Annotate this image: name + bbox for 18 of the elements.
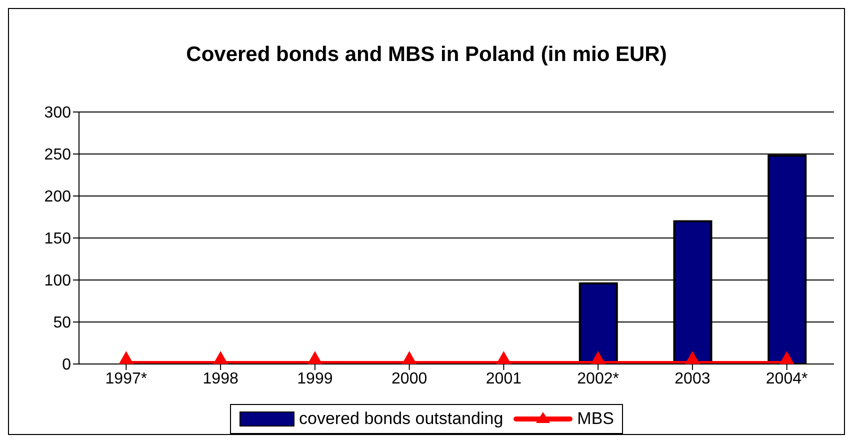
x-tick-label: 1999 xyxy=(297,370,333,388)
x-tick-label: 2002* xyxy=(577,370,619,388)
chart-title: Covered bonds and MBS in Poland (in mio EUR) xyxy=(185,43,668,67)
y-tick-label: 100 xyxy=(44,272,72,290)
x-tick-label: 1998 xyxy=(202,370,238,388)
y-tick-label: 200 xyxy=(44,188,72,206)
y-tick-label: 0 xyxy=(62,356,72,374)
y-tick-label: 150 xyxy=(44,230,72,248)
x-tick-label: 2001 xyxy=(486,370,522,388)
y-tick-label: 250 xyxy=(44,146,72,164)
y-tick-label: 50 xyxy=(53,314,72,332)
x-tick-label: 2003 xyxy=(674,370,710,388)
x-tick-label: 2000 xyxy=(392,370,428,388)
legend-label: MBS xyxy=(577,409,614,429)
legend-label: covered bonds outstanding xyxy=(299,409,504,429)
x-tick-label: 1997* xyxy=(105,370,148,388)
y-tick-label: 300 xyxy=(44,104,72,122)
x-tick-label: 2004* xyxy=(766,370,808,388)
